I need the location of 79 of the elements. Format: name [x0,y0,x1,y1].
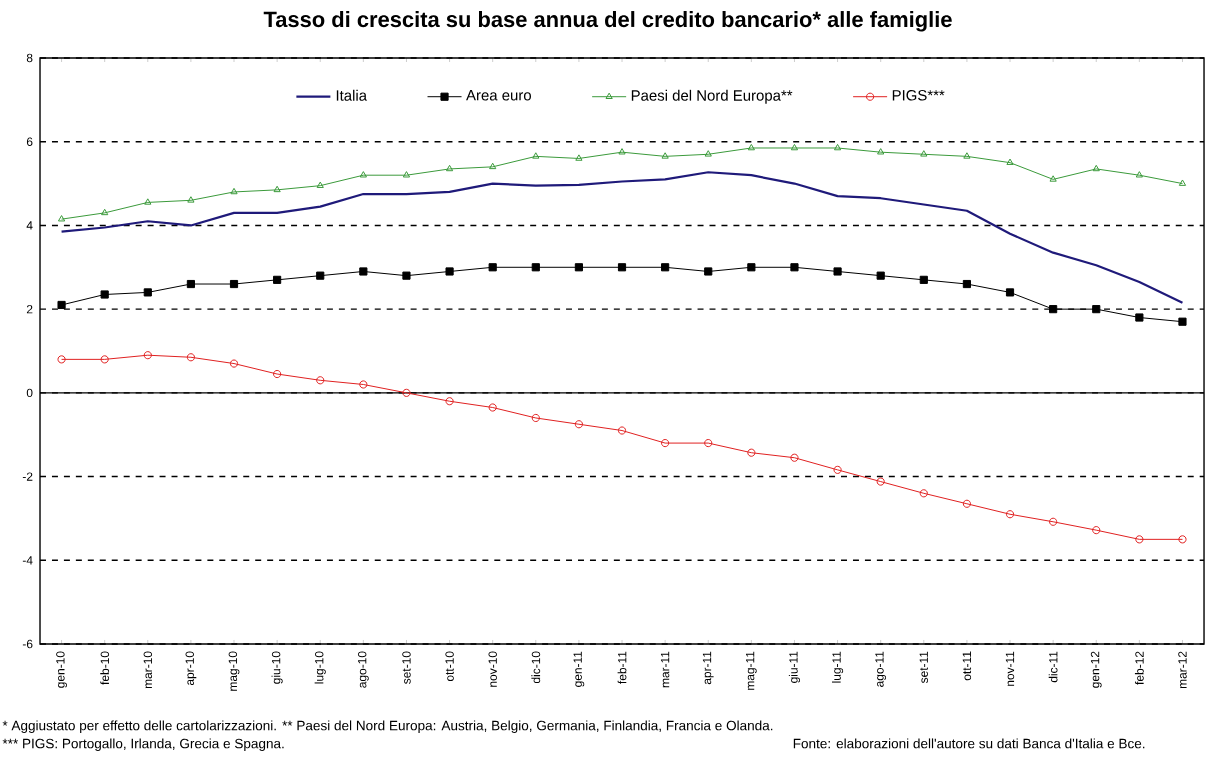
point [143,351,152,360]
point [661,263,670,272]
point [489,162,497,170]
point [445,164,454,172]
point [316,376,325,385]
point [833,143,842,151]
chart-title: Tasso di crescita su base annua del credito bancario* alle famiglie [263,11,952,32]
point [790,143,799,151]
point [532,152,540,159]
point [790,263,799,272]
point [963,152,971,159]
point [574,420,583,429]
point [919,489,928,498]
point [747,263,756,272]
point [833,465,842,474]
point [617,426,627,435]
point [488,403,497,412]
point [143,288,152,297]
point [919,275,928,284]
point [488,263,497,272]
point [144,198,152,205]
point [1049,517,1058,526]
point [359,380,368,389]
point [1135,313,1144,322]
point [574,263,583,272]
point [618,148,626,155]
point [661,439,670,448]
point [920,150,928,157]
point [1005,510,1015,519]
point [186,279,195,289]
point [617,263,627,272]
point [187,196,195,203]
point [316,181,324,188]
point [1178,317,1187,326]
point [661,152,669,159]
point [445,397,454,406]
point [230,187,238,195]
point [229,359,239,368]
point [876,477,885,486]
line-series [60,171,1184,304]
point [747,143,755,151]
point [101,208,109,216]
point [876,271,885,280]
point [359,267,368,276]
point [57,300,66,310]
point [1005,288,1015,297]
point [1135,171,1143,178]
point [531,263,540,272]
point [575,154,583,161]
point [531,413,540,423]
point [962,279,971,289]
point [402,388,411,397]
point [1092,164,1100,172]
point [747,448,756,457]
point [316,271,325,280]
point [273,275,282,284]
point [833,267,842,276]
point [229,279,239,289]
point [1135,535,1144,544]
point [704,439,713,448]
point [962,499,971,508]
point [704,150,712,157]
point [186,353,195,362]
point [402,171,411,178]
point [1049,305,1058,314]
point [1049,175,1057,182]
point [877,148,885,155]
point [445,267,454,276]
point [100,290,109,299]
point [273,369,282,379]
point [273,185,281,193]
point [704,267,713,276]
point [1006,158,1014,165]
point [359,171,367,178]
point [790,453,799,462]
point [1092,305,1101,314]
point [1092,526,1101,535]
point [100,355,109,364]
point [402,271,411,280]
